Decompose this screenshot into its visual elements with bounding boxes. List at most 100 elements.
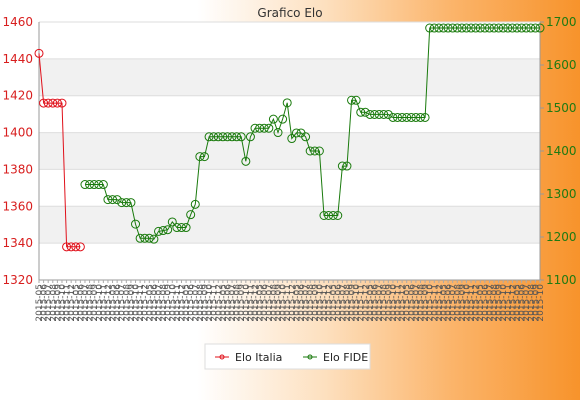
- x-tick-label: 2015-05: [109, 284, 119, 322]
- elo-fide-point: [108, 195, 118, 205]
- elo-italia-point: [66, 242, 76, 252]
- elo-fide-point: [121, 198, 131, 208]
- x-tick-label: 2015-06: [150, 284, 160, 322]
- x-tick-label: 2015-12: [325, 284, 335, 322]
- elo-fide-point: [489, 23, 499, 33]
- elo-fide-point: [351, 95, 361, 105]
- elo-fide-point: [517, 23, 527, 33]
- x-tick-label: 2015-05: [219, 284, 229, 322]
- elo-italia-point: [39, 98, 49, 108]
- x-tick-label: 2015-08: [122, 284, 132, 322]
- grid-band: [39, 206, 540, 244]
- elo-fide-point: [213, 132, 223, 142]
- x-tick-label: 2015-08: [86, 284, 96, 322]
- x-tick-label: 2015-05: [292, 284, 302, 322]
- x-tick-label: 2015-06: [481, 284, 491, 322]
- x-tick-label: 2015-06: [76, 284, 86, 322]
- x-tick-label: 2015-06: [187, 284, 197, 322]
- x-tick-label: 2015-10: [242, 284, 252, 322]
- x-tick-label: 2015-10: [462, 284, 472, 322]
- x-tick-label: 2015-08: [306, 284, 316, 322]
- elo-fide-point: [245, 132, 255, 142]
- elo-fide-point: [333, 211, 343, 220]
- elo-fide-point: [374, 109, 384, 119]
- y-right-tick-label: 1600: [546, 58, 577, 72]
- elo-fide-point: [379, 109, 389, 119]
- x-tick-label: 2015-08: [233, 284, 243, 322]
- x-tick-label: 2015-09: [53, 284, 63, 322]
- elo-fide-point: [255, 123, 265, 133]
- x-tick-label: 2015-08: [343, 284, 353, 322]
- elo-fide-point: [287, 134, 297, 144]
- elo-fide-point: [324, 211, 334, 220]
- x-tick-label: 2015-06: [444, 284, 454, 322]
- x-tick-label: 2015-08: [196, 284, 206, 322]
- x-tick-label: 2015-07: [412, 284, 422, 322]
- x-tick-label: 2015-12: [67, 284, 77, 322]
- grid-band: [39, 132, 540, 170]
- elo-fide-point: [154, 226, 164, 236]
- elo-fide-point: [461, 23, 471, 33]
- x-tick-label: 2015-10: [132, 284, 142, 322]
- legend-swatch-marker: [219, 354, 225, 360]
- x-tick-label: 2015-09: [237, 284, 247, 322]
- x-tick-label: 2015-08: [380, 284, 390, 322]
- x-tick-label: 2015-07: [44, 284, 54, 322]
- plot-area: 1320 1340 1360 1380 1400 1420 1440 1460 1100 1200…: [2, 15, 576, 322]
- elo-fide-point: [103, 195, 113, 205]
- x-tick-label: 2015-10: [58, 284, 68, 322]
- x-tick-label: 2015-06: [371, 284, 381, 322]
- y-left-tick-label: 1440: [2, 52, 33, 66]
- x-tick-label: 2015-06: [223, 284, 233, 322]
- x-tick-label: 2015-05: [439, 284, 449, 322]
- x-tick-label: 2015-11: [394, 284, 404, 322]
- x-tick-label: 2015-12: [361, 284, 371, 322]
- x-tick-label: 2015-09: [127, 284, 137, 322]
- x-tick-label: 2015-08: [49, 284, 59, 322]
- series-line-elo-fide: [85, 27, 540, 240]
- elo-fide-point: [530, 23, 540, 33]
- elo-fide-point: [117, 198, 127, 208]
- x-tick-label: 2015-12: [214, 284, 224, 322]
- elo-fide-point: [411, 112, 421, 122]
- x-tick-label: 2015-05: [145, 284, 155, 322]
- x-tick-label: 2015-09: [90, 284, 100, 322]
- x-tick-label: 2015-07: [375, 284, 385, 322]
- elo-fide-point: [181, 223, 191, 233]
- y-left-tick-label: 1420: [2, 89, 33, 103]
- elo-fide-point: [503, 23, 513, 33]
- y-left-tick-label: 1340: [2, 236, 33, 250]
- x-tick-label: 2015-10: [95, 284, 105, 322]
- elo-fide-point: [526, 23, 536, 33]
- x-tick-label: 2015-06: [40, 284, 50, 322]
- elo-fide-point: [498, 23, 508, 33]
- x-tick-label: 2015-07: [485, 284, 495, 322]
- x-tick-label: 2015-05: [513, 284, 523, 322]
- elo-fide-point: [259, 123, 269, 133]
- y-right-tick-label: 1700: [546, 15, 577, 29]
- legend: Elo Italia Elo FIDE: [204, 343, 371, 370]
- elo-fide-point: [204, 132, 214, 142]
- x-tick-label: 2015-11: [320, 284, 330, 322]
- elo-fide-point: [172, 223, 182, 233]
- elo-fide-point: [98, 180, 108, 190]
- x-tick-label: 2015-09: [274, 284, 284, 322]
- elo-fide-point: [94, 180, 104, 190]
- elo-fide-point: [457, 23, 467, 33]
- x-tick-label: 2015-07: [449, 284, 459, 322]
- x-tick-label: 2015-10: [279, 284, 289, 322]
- y-right-tick-label: 1100: [546, 273, 577, 287]
- x-tick-label: 2015-12: [288, 284, 298, 322]
- x-tick-label: 2015-08: [269, 284, 279, 322]
- x-tick-label: 2015-08: [490, 284, 500, 322]
- elo-fide-point: [512, 23, 522, 33]
- x-tick-label: 2015-11: [210, 284, 220, 322]
- x-tick-label: 2015-11: [63, 284, 73, 322]
- elo-fide-point: [420, 112, 430, 122]
- elo-fide-point: [466, 23, 476, 33]
- x-tick-label: 2015-06: [334, 284, 344, 322]
- elo-fide-point: [443, 23, 453, 33]
- x-tick-label: 2015-12: [177, 284, 187, 322]
- elo-fide-point: [241, 156, 251, 166]
